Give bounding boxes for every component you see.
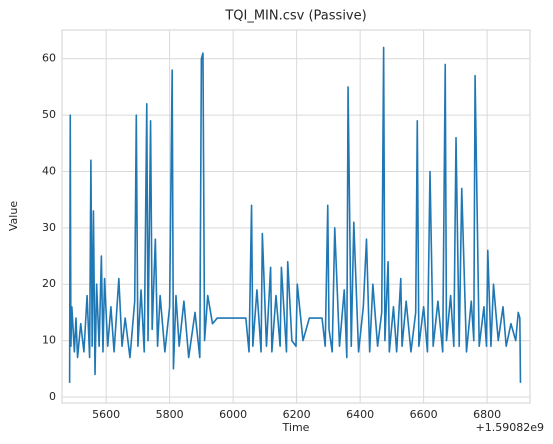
y-tick-label: 20 (42, 277, 56, 290)
y-tick-label: 10 (42, 334, 56, 347)
y-tick-label: 50 (42, 108, 56, 121)
y-tick-label: 0 (49, 390, 56, 403)
y-axis-label: Value (7, 201, 20, 231)
x-tick-label: 6800 (473, 408, 501, 421)
x-tick-label: 6000 (219, 408, 247, 421)
x-tick-label: 6400 (346, 408, 374, 421)
y-tick-label: 60 (42, 52, 56, 65)
x-tick-label: 5600 (92, 408, 120, 421)
y-tick-label: 40 (42, 164, 56, 177)
x-tick-label: 6200 (283, 408, 311, 421)
chart-title: TQI_MIN.csv (Passive) (224, 9, 366, 24)
x-offset-label: +1.59082e9 (476, 421, 544, 434)
x-tick-label: 6600 (410, 408, 438, 421)
data-line (68, 46, 522, 383)
x-axis-label: Time (282, 421, 310, 434)
y-tick-label: 30 (42, 221, 56, 234)
x-tick-label: 5800 (156, 408, 184, 421)
plot-area (61, 29, 531, 404)
